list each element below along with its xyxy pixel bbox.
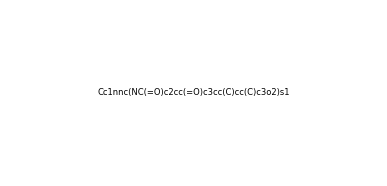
Text: Cc1nnc(NC(=O)c2cc(=O)c3cc(C)cc(C)c3o2)s1: Cc1nnc(NC(=O)c2cc(=O)c3cc(C)cc(C)c3o2)s1 xyxy=(97,89,290,97)
